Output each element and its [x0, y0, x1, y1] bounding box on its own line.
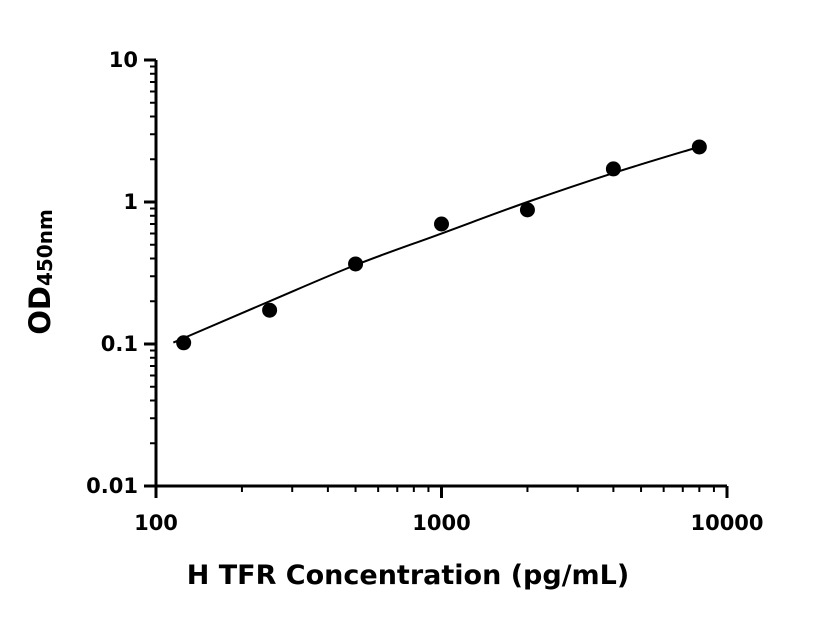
x-tick-label: 10000: [690, 511, 763, 535]
y-tick-label: 0.01: [86, 474, 138, 498]
fit-curve: [172, 145, 700, 344]
data-point: [434, 216, 449, 232]
data-point: [348, 256, 364, 272]
data-point: [519, 202, 535, 218]
x-tick-label: 1000: [412, 511, 470, 535]
y-axis-label: OD450nm: [23, 172, 57, 372]
x-tick-label: 100: [134, 511, 178, 535]
y-tick-label: 0.1: [101, 332, 138, 356]
data-point: [691, 139, 707, 155]
data-point: [262, 302, 278, 318]
data-point: [176, 335, 192, 351]
data-point: [605, 161, 621, 177]
y-axis-label-subscript: 450nm: [33, 209, 57, 287]
y-axis-label-main: OD: [23, 286, 57, 335]
x-axis-label: H TFR Concentration (pg/mL): [186, 560, 630, 591]
y-tick-label: 1: [123, 190, 138, 214]
y-tick-label: 10: [109, 48, 138, 72]
